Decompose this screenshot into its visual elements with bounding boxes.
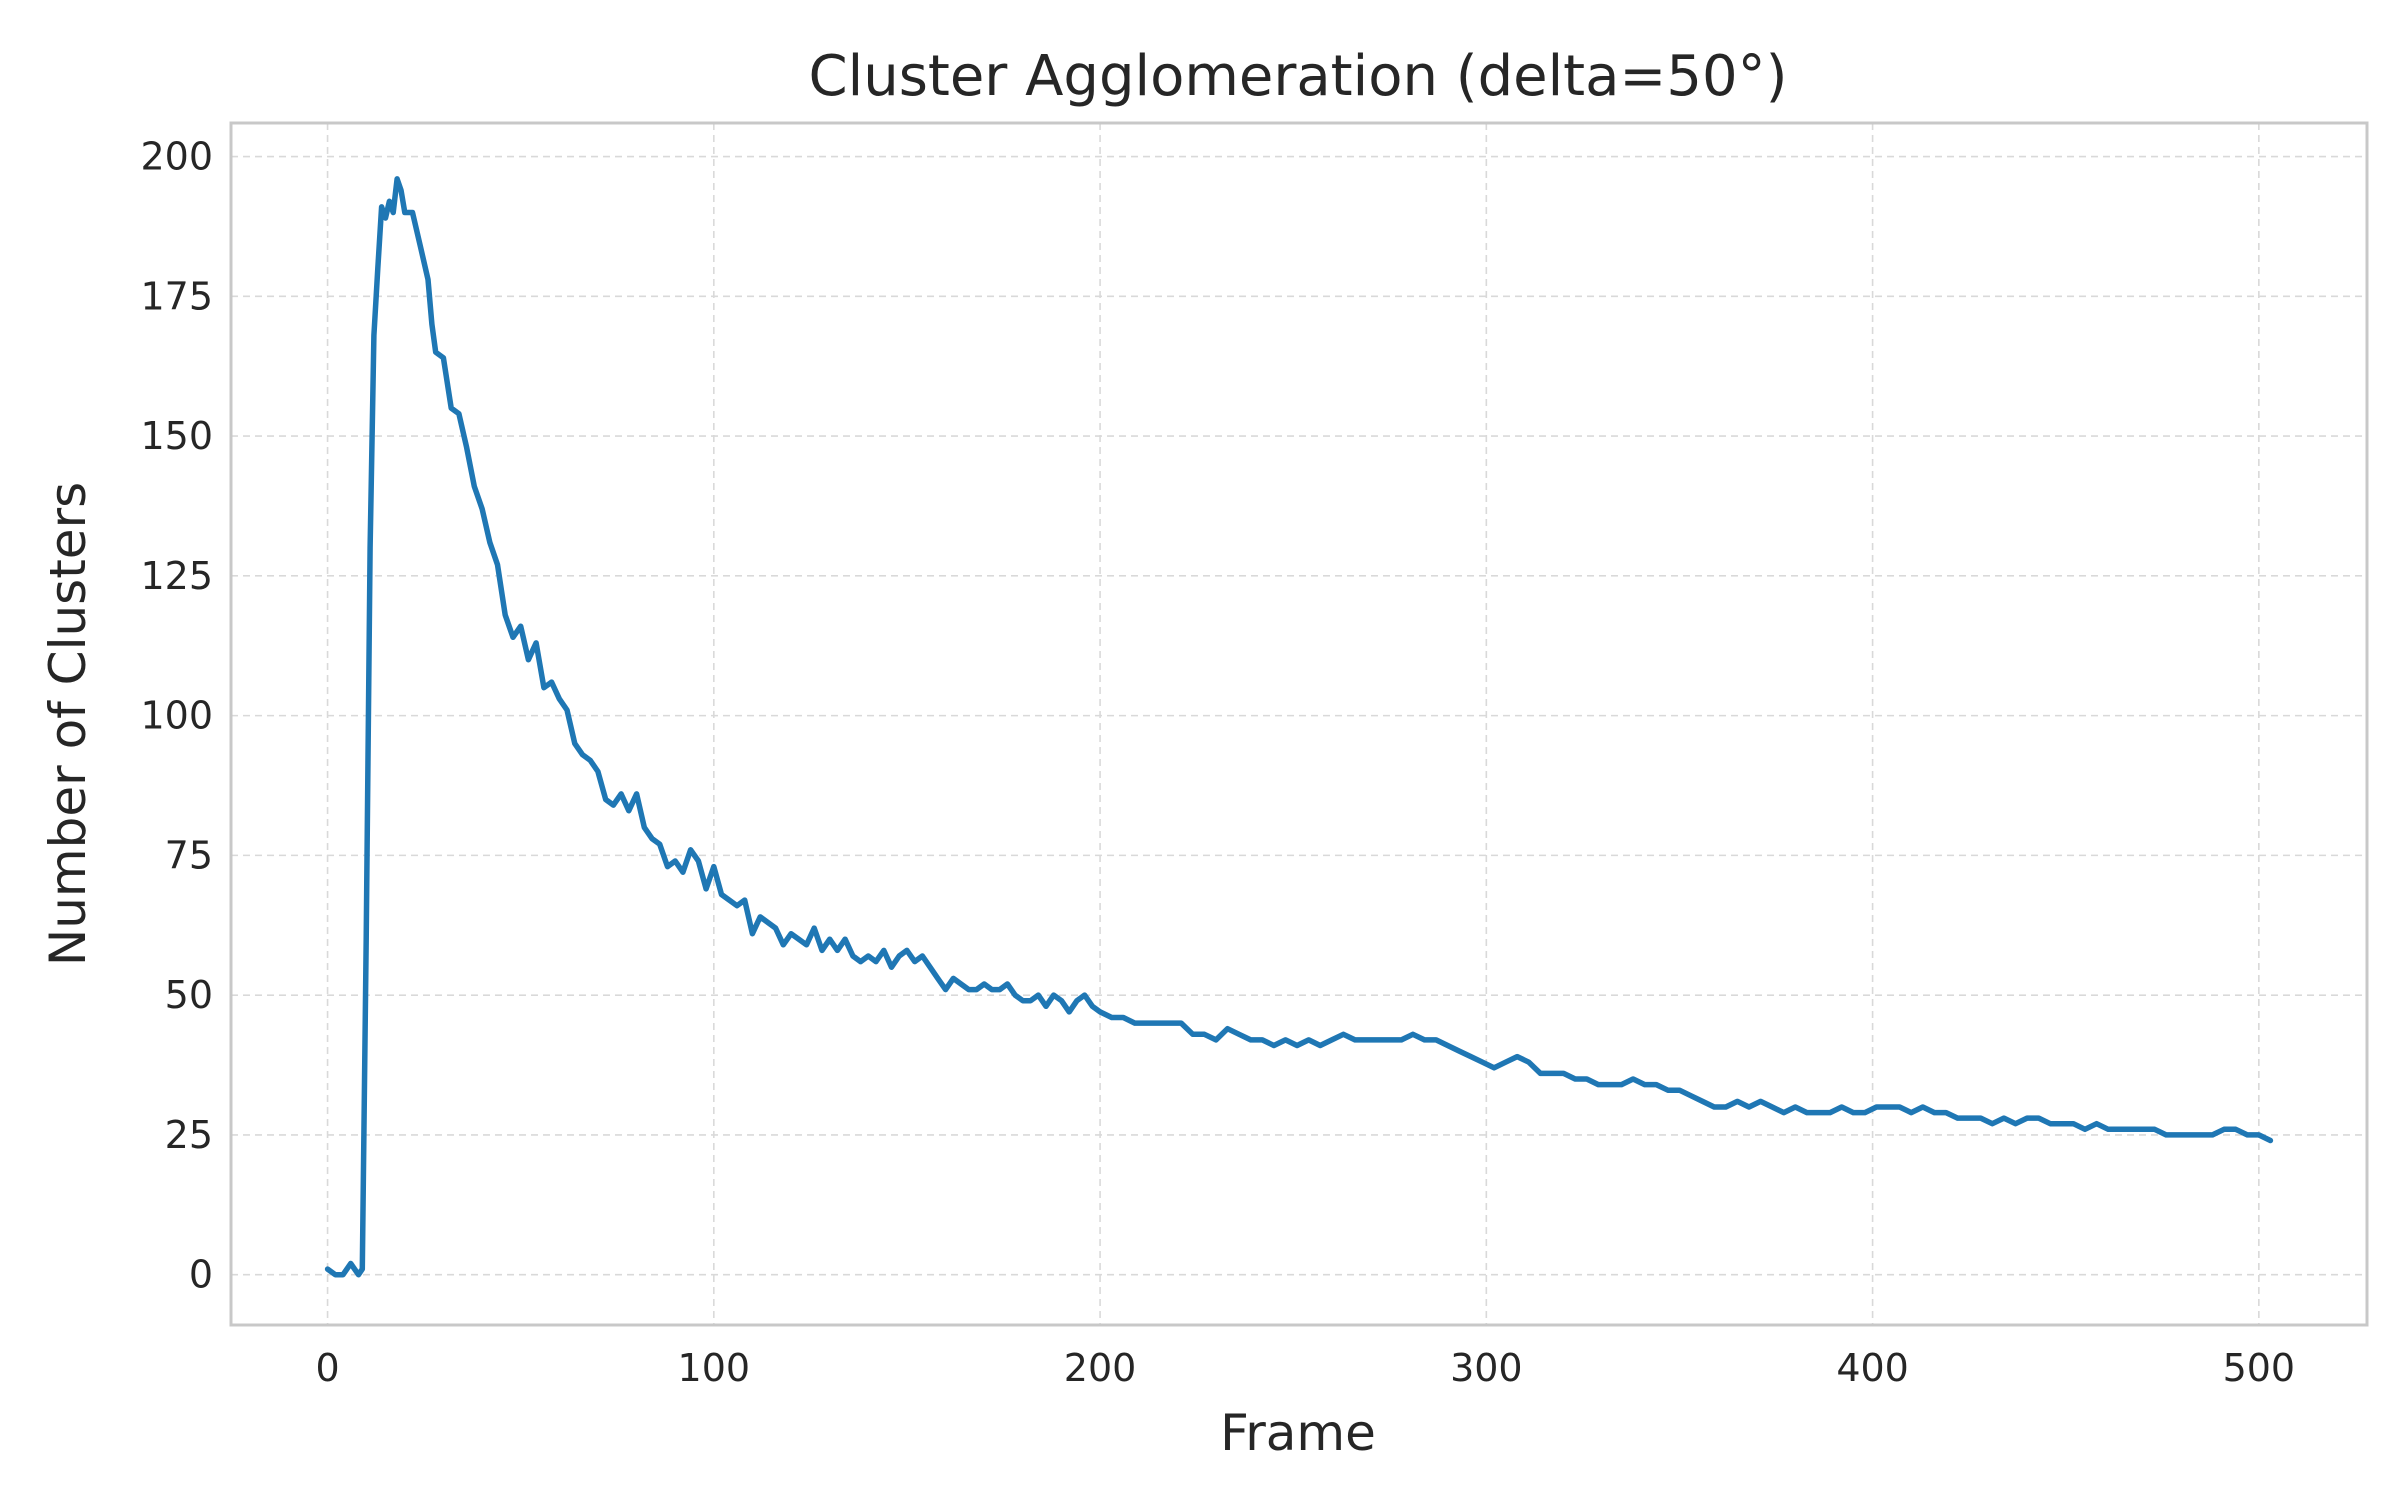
y-tick-labels: 0 25 50 75 100 125 150 175 200 [140,135,213,1297]
x-tick-labels: 0 100 200 300 400 500 [315,1346,2295,1390]
y-tick-label: 75 [165,833,213,877]
x-tick-label: 200 [1064,1346,1137,1390]
y-tick-label: 200 [140,135,213,179]
x-tick-label: 0 [315,1346,339,1390]
x-axis-label: Frame [1220,1404,1376,1462]
x-tick-label: 100 [678,1346,751,1390]
chart-title: Cluster Agglomeration (delta=50°) [809,44,1788,109]
plot-frame [229,121,2369,1327]
x-gridlines [326,123,2260,1325]
y-tick-label: 150 [140,414,213,458]
y-tick-label: 100 [140,694,213,738]
series-line [324,176,2274,1278]
y-tick-label: 0 [189,1253,213,1297]
x-tick-label: 400 [1836,1346,1909,1390]
y-tick-label: 125 [140,554,213,598]
plot-background [231,123,2367,1325]
x-tick-label: 300 [1450,1346,1523,1390]
y-gridlines [231,155,2367,1276]
y-axis-label: Number of Clusters [39,482,97,966]
y-tick-label: 25 [165,1113,213,1157]
x-tick-label: 500 [2223,1346,2296,1390]
y-tick-label: 50 [165,973,213,1017]
series-layer [324,176,2274,1278]
y-tick-label: 175 [140,274,213,318]
